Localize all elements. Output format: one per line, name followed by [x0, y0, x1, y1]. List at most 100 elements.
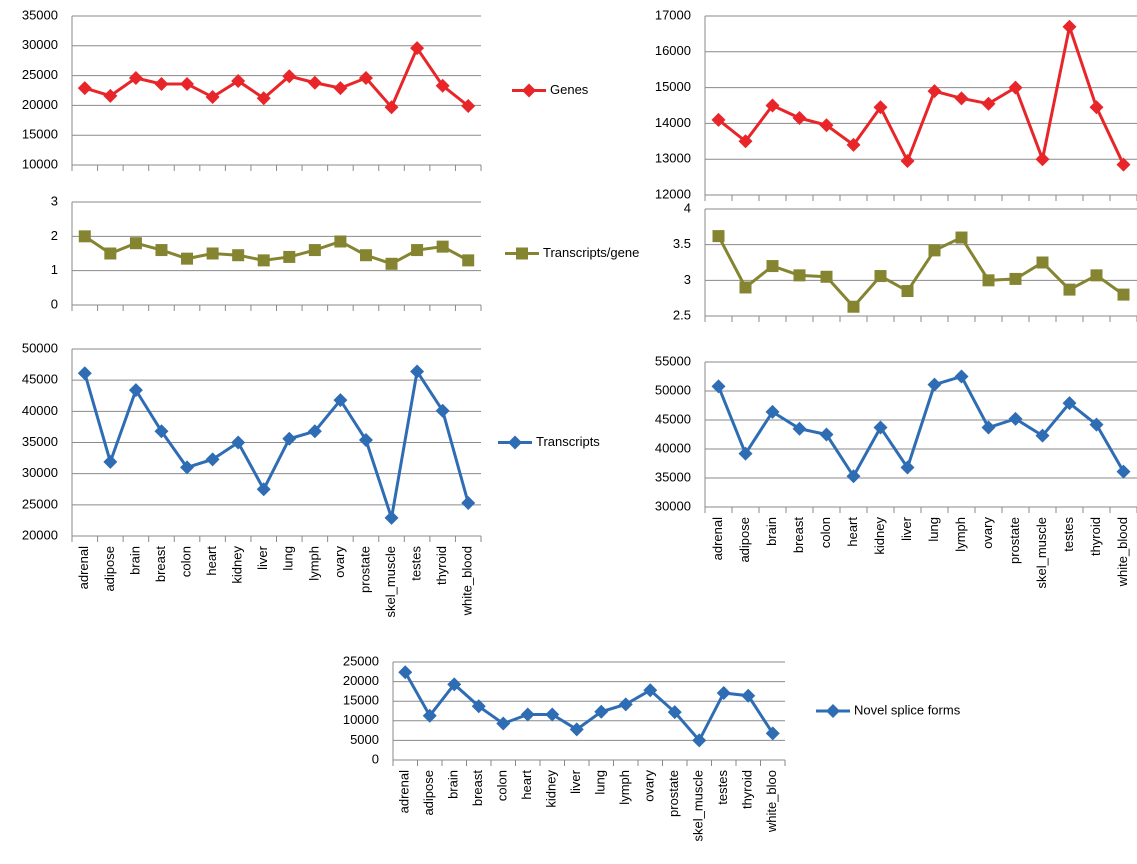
x-tick-label: prostate	[666, 770, 681, 817]
y-tick-label: 25000	[22, 496, 58, 511]
marker	[422, 708, 437, 723]
marker	[410, 41, 425, 56]
marker	[435, 78, 450, 93]
marker	[282, 69, 297, 84]
marker	[384, 510, 399, 525]
marker	[1117, 288, 1130, 301]
marker	[1062, 396, 1077, 411]
marker	[569, 722, 584, 737]
y-tick-label: 30000	[655, 498, 691, 513]
x-tick-label: lymph	[306, 546, 321, 581]
marker	[307, 424, 322, 439]
marker	[462, 254, 475, 267]
marker	[282, 431, 297, 446]
marker	[231, 73, 246, 88]
marker	[1090, 269, 1103, 282]
marker	[333, 81, 348, 96]
marker	[129, 237, 142, 250]
series-line	[717, 374, 1125, 480]
x-tick-label: liver	[255, 545, 270, 570]
y-tick-label: 15000	[22, 127, 58, 142]
marker	[461, 495, 476, 510]
marker	[1035, 428, 1050, 443]
series-line	[717, 20, 1125, 166]
marker	[1063, 283, 1076, 296]
marker	[508, 435, 522, 450]
marker	[308, 244, 321, 257]
marker	[256, 91, 271, 106]
y-tick-label: 5000	[350, 732, 379, 747]
marker	[1116, 157, 1131, 172]
marker	[820, 270, 833, 283]
x-tick-label: adrenal	[76, 546, 91, 589]
chart: 10000 15000 20000 25000 30000 35000 Genes	[22, 7, 589, 171]
x-tick-label: brain	[127, 546, 142, 575]
marker	[384, 100, 399, 115]
y-tick-label: 1	[51, 262, 58, 277]
marker	[738, 134, 753, 149]
x-tick-label: colon	[818, 517, 833, 548]
legend-label: Novel splice forms	[854, 702, 961, 717]
x-tick-label: ovary	[642, 770, 657, 802]
chart: 2.5 3 3.5 4	[673, 200, 1137, 322]
y-tick-label: 16000	[655, 43, 691, 58]
series-line	[403, 671, 775, 744]
x-tick-label: ovary	[980, 517, 995, 549]
marker	[900, 153, 915, 168]
marker	[819, 427, 834, 442]
x-tick-label: lymph	[617, 770, 632, 805]
x-tick-label: colon	[178, 546, 193, 577]
x-tick-label: lymph	[953, 517, 968, 552]
legend-label: Transcripts	[536, 434, 600, 449]
x-tick-label: testes	[1061, 517, 1076, 552]
y-tick-label: 3.5	[673, 236, 691, 251]
y-tick-label: 2.5	[673, 307, 691, 322]
marker	[1062, 19, 1077, 34]
x-tick-label: adipose	[421, 770, 436, 816]
marker	[436, 240, 449, 253]
x-tick-label: ovary	[332, 546, 347, 578]
marker	[873, 100, 888, 115]
y-tick-label: 0	[372, 751, 379, 766]
marker	[410, 364, 425, 379]
marker	[283, 250, 296, 263]
marker	[1089, 417, 1104, 432]
marker	[847, 300, 860, 313]
y-tick-label: 25000	[22, 67, 58, 82]
x-tick-label: lung	[593, 770, 608, 795]
marker	[711, 379, 726, 394]
marker	[205, 90, 220, 105]
marker	[520, 707, 535, 722]
y-tick-label: 20000	[22, 527, 58, 542]
x-tick-label: heart	[845, 517, 860, 547]
x-tick-label: adipose	[102, 546, 117, 592]
marker	[516, 247, 528, 260]
x-tick-label: heart	[204, 546, 219, 576]
y-tick-label: 20000	[22, 97, 58, 112]
y-tick-label: 45000	[22, 372, 58, 387]
marker	[307, 75, 322, 90]
marker	[104, 247, 117, 260]
series-line	[84, 45, 470, 110]
x-tick-label: white_blood	[460, 546, 475, 616]
y-tick-label: 0	[51, 296, 58, 311]
y-tick-label: 3	[684, 272, 691, 287]
x-tick-label: skel_muscle	[383, 546, 398, 618]
marker	[435, 403, 450, 418]
marker	[874, 270, 887, 283]
marker	[927, 84, 942, 99]
y-tick-label: 2	[51, 228, 58, 243]
marker	[792, 421, 807, 436]
x-tick-label: colon	[495, 770, 510, 801]
marker	[333, 393, 348, 408]
y-tick-label: 13000	[655, 151, 691, 166]
chart: 30000 35000 40000 45000 50000 55000 adrenal adi…	[655, 353, 1137, 589]
marker	[594, 704, 609, 719]
x-tick-label: kidney	[872, 517, 887, 555]
marker	[103, 454, 118, 469]
x-tick-label: skel_muscle	[691, 770, 706, 842]
x-tick-label: heart	[519, 770, 534, 800]
marker	[257, 254, 270, 267]
x-tick-label: adipose	[737, 517, 752, 563]
